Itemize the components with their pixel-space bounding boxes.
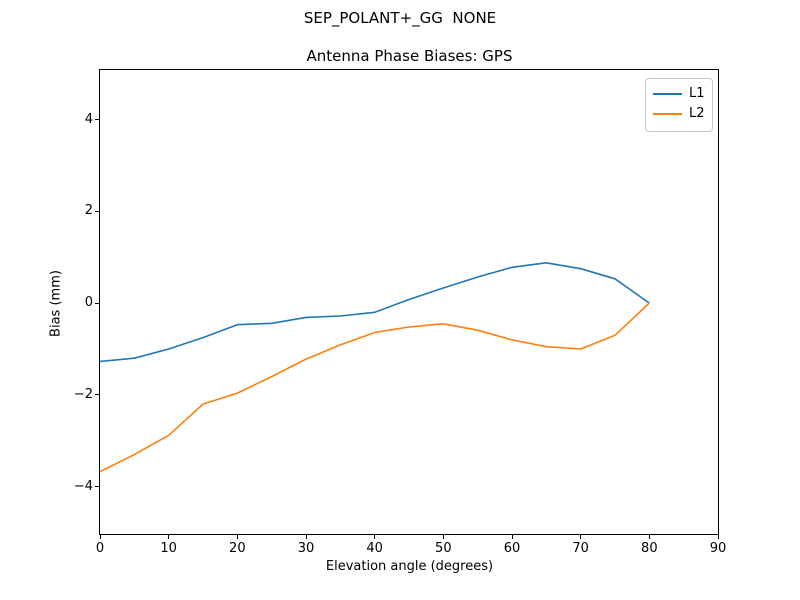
x-tick-label: 50 bbox=[435, 541, 452, 556]
x-tick-label: 40 bbox=[366, 541, 383, 556]
legend-item-L2: L2 bbox=[646, 104, 712, 124]
series-line-L2 bbox=[100, 302, 650, 473]
y-tick-mark bbox=[95, 394, 99, 396]
x-tick-label: 10 bbox=[160, 541, 177, 556]
x-tick-mark bbox=[305, 535, 307, 539]
legend-label: L2 bbox=[689, 106, 705, 121]
x-tick-mark bbox=[511, 535, 513, 539]
figure-suptitle: SEP_POLANT+_GG NONE bbox=[303, 9, 497, 27]
x-tick-mark bbox=[580, 535, 582, 539]
x-tick-label: 80 bbox=[641, 541, 658, 556]
x-tick-label: 90 bbox=[709, 541, 727, 556]
plot-area bbox=[99, 69, 719, 535]
x-tick-label: 20 bbox=[229, 541, 246, 556]
y-tick-label: 0 bbox=[84, 295, 93, 311]
legend-label: L1 bbox=[689, 86, 705, 101]
y-tick-label: 2 bbox=[84, 203, 93, 219]
x-tick-mark bbox=[648, 535, 650, 539]
y-tick-mark bbox=[95, 119, 99, 121]
line-chart bbox=[100, 262, 650, 473]
legend: L1 L2 bbox=[645, 78, 713, 132]
x-tick-label: 70 bbox=[572, 541, 589, 556]
y-tick-mark bbox=[95, 210, 99, 212]
x-tick-mark bbox=[236, 535, 238, 539]
x-tick-label: 30 bbox=[297, 541, 315, 556]
x-tick-mark bbox=[168, 535, 170, 539]
x-tick-mark bbox=[374, 535, 376, 539]
x-tick-mark bbox=[99, 535, 101, 539]
legend-line-sample bbox=[653, 113, 682, 115]
x-tick-mark bbox=[442, 535, 444, 539]
x-tick-label: 60 bbox=[503, 541, 521, 556]
axes-title: Antenna Phase Biases: GPS bbox=[306, 47, 513, 65]
y-tick-label: −4 bbox=[73, 478, 93, 494]
x-tick-label: 0 bbox=[95, 541, 105, 556]
y-tick-label: 4 bbox=[84, 111, 93, 127]
y-axis-label: Bias (mm) bbox=[48, 270, 64, 337]
series-line-L1 bbox=[100, 262, 650, 363]
legend-line-sample bbox=[653, 93, 682, 95]
x-axis-label: Elevation angle (degrees) bbox=[325, 559, 494, 574]
y-tick-mark bbox=[95, 302, 99, 304]
x-tick-mark bbox=[717, 535, 719, 539]
legend-item-L1: L1 bbox=[646, 84, 712, 104]
y-tick-mark bbox=[95, 486, 99, 488]
y-tick-label: −2 bbox=[73, 386, 93, 402]
